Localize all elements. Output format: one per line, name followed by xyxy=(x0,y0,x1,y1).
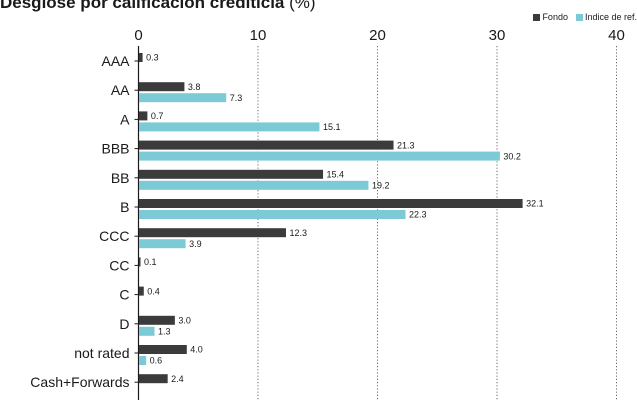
bar-fondo xyxy=(139,345,187,354)
category-label: CC xyxy=(109,257,129,273)
data-label: 3.9 xyxy=(189,239,202,249)
data-label: 32.1 xyxy=(526,199,544,209)
data-label: 2.4 xyxy=(171,374,184,384)
chart-title-unit: (%) xyxy=(289,0,316,12)
legend-label-indice: Indice de ref. xyxy=(584,12,637,22)
bar-fondo xyxy=(139,286,144,296)
bar-indice xyxy=(139,180,369,190)
data-label: 0.6 xyxy=(150,356,163,366)
data-label: 19.2 xyxy=(372,181,390,191)
category-label: Cash+Forwards xyxy=(30,374,129,390)
bar-indice xyxy=(139,356,147,365)
data-label: 21.3 xyxy=(397,140,415,150)
bar-fondo xyxy=(139,111,148,121)
data-label: 15.1 xyxy=(323,122,341,132)
chart-title: Desglose por calificación crediticia (%) xyxy=(0,0,316,13)
legend-label-fondo: Fondo xyxy=(542,12,568,22)
data-label: 0.4 xyxy=(147,286,160,296)
category-label: not rated xyxy=(74,345,129,361)
bar-fondo xyxy=(139,53,143,62)
x-tick-label: 40 xyxy=(608,27,625,44)
data-label: 0.7 xyxy=(151,111,164,121)
bar-fondo xyxy=(139,82,185,92)
bar-fondo xyxy=(139,228,286,238)
bar-indice xyxy=(139,210,406,219)
x-tick-label: 30 xyxy=(489,27,506,44)
category-label: CCC xyxy=(99,228,129,244)
category-label: D xyxy=(119,316,129,332)
legend-swatch-fondo xyxy=(533,13,541,21)
bar-indice xyxy=(139,151,500,161)
data-label: 0.3 xyxy=(146,53,159,63)
chart-legend: Fondo Indice de ref. xyxy=(533,12,637,22)
bar-fondo xyxy=(139,257,141,267)
data-label: 0.1 xyxy=(144,257,157,267)
category-label: A xyxy=(120,111,130,127)
bar-fondo xyxy=(139,315,175,325)
legend-item-indice: Indice de ref. xyxy=(575,12,637,22)
data-label: 22.3 xyxy=(409,210,427,220)
data-label: 3.8 xyxy=(188,82,201,92)
bar-fondo xyxy=(139,140,394,150)
category-label: BBB xyxy=(101,141,129,157)
x-tick-label: 10 xyxy=(250,27,267,44)
bar-indice xyxy=(139,239,186,249)
chart-title-text: Desglose por calificación crediticia xyxy=(0,0,285,12)
category-label: B xyxy=(120,199,129,215)
bar-indice xyxy=(139,93,227,103)
x-tick-label: 0 xyxy=(134,27,142,44)
data-label: 1.3 xyxy=(158,327,171,337)
data-label: 30.2 xyxy=(503,151,521,161)
bar-fondo xyxy=(139,374,168,384)
bar-indice xyxy=(139,122,320,132)
legend-swatch-indice xyxy=(575,13,583,21)
bar-fondo xyxy=(139,199,523,208)
data-label: 15.4 xyxy=(327,170,345,180)
x-tick-label: 20 xyxy=(369,27,386,44)
data-label: 12.3 xyxy=(289,228,307,238)
category-label: C xyxy=(119,287,129,303)
bar-indice xyxy=(139,326,155,336)
data-label: 3.0 xyxy=(178,316,191,326)
category-label: AA xyxy=(111,82,130,98)
category-label: BB xyxy=(111,170,130,186)
legend-item-fondo: Fondo xyxy=(533,12,568,22)
data-label: 4.0 xyxy=(190,345,203,355)
category-label: AAA xyxy=(101,53,130,69)
data-label: 7.3 xyxy=(230,93,243,103)
bar-fondo xyxy=(139,169,324,179)
